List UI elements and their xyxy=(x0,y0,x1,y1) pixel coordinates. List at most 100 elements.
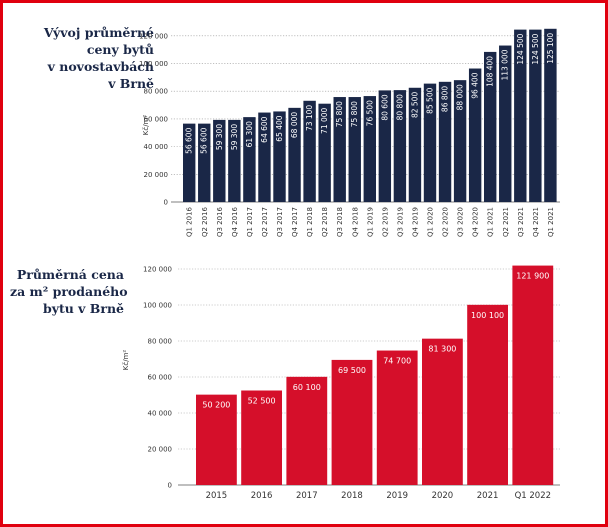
chart2-ytick-label: 40 000 xyxy=(148,410,173,418)
chart2-ytick-label: 0 xyxy=(168,482,172,490)
chart1-bar xyxy=(438,81,452,202)
chart1-bar xyxy=(529,29,542,202)
chart1-category-label: Q2 2018 xyxy=(321,207,329,237)
chart2-category-label: 2017 xyxy=(296,491,318,501)
chart1-bar xyxy=(484,51,497,203)
chart1-data-label: 86 800 xyxy=(441,86,450,112)
chart1-data-label: 80 600 xyxy=(380,94,389,120)
chart1-data-label: 88 000 xyxy=(456,84,465,110)
chart1-bar xyxy=(468,68,482,203)
chart1-bar xyxy=(273,111,286,202)
chart1-ytick-label: 80 000 xyxy=(144,88,169,96)
chart2-bar xyxy=(241,390,282,485)
chart2-title-line: Průměrná cena xyxy=(16,267,124,282)
chart1-data-label: 56 600 xyxy=(200,127,209,153)
chart1-data-label: 75 800 xyxy=(350,101,359,127)
chart1-bar xyxy=(183,123,196,202)
chart1-bar xyxy=(499,45,512,203)
chart2-data-label: 121 900 xyxy=(516,272,549,281)
chart1-data-label: 82 500 xyxy=(410,92,419,118)
chart2-bar xyxy=(422,338,463,485)
chart2-bar xyxy=(286,376,328,485)
chart1-bar xyxy=(258,112,271,202)
chart1-category-label: Q4 2020 xyxy=(472,207,480,237)
chart2-bar xyxy=(196,394,237,485)
chart1-data-label: 125 100 xyxy=(546,33,555,64)
chart1-ytick-label: 60 000 xyxy=(144,115,169,123)
chart1-data-label: 73 100 xyxy=(305,105,314,131)
chart1-data-label: 85 500 xyxy=(426,87,435,113)
chart2-bar xyxy=(376,350,418,485)
chart1-category-label: Q4 2018 xyxy=(351,207,359,237)
chart1-bar xyxy=(423,83,437,202)
chart2-ytick-label: 120 000 xyxy=(143,266,172,274)
chart1-data-label: 96 400 xyxy=(471,72,480,98)
chart1-category-label: Q1 2018 xyxy=(306,207,314,237)
chart1-ytick-label: 40 000 xyxy=(144,143,169,151)
chart1-category-label: Q3 2016 xyxy=(216,206,224,237)
chart1-category-label: Q2 2017 xyxy=(261,207,269,237)
chart2-data-label: 100 100 xyxy=(471,311,504,320)
chart1-category-label: Q1 2016 xyxy=(186,206,194,237)
chart1-data-label: 75 800 xyxy=(335,101,344,127)
chart1-bar xyxy=(288,107,301,202)
chart1-category-label: Q3 2020 xyxy=(457,207,465,237)
chart2-ytick-label: 80 000 xyxy=(148,338,173,346)
chart1-data-label: 108 400 xyxy=(486,56,495,87)
chart2-data-label: 50 200 xyxy=(202,401,230,410)
chart2-category-label: Q1 2022 xyxy=(515,491,551,501)
chart1-bar xyxy=(333,97,346,202)
chart2-category-label: 2018 xyxy=(341,491,363,501)
chart1-ytick-label: 20 000 xyxy=(144,171,169,179)
chart2-category-label: 2020 xyxy=(432,491,454,501)
chart2-bar xyxy=(512,265,554,485)
chart2-bar xyxy=(331,359,373,485)
chart1-data-label: 71 000 xyxy=(320,107,329,133)
chart2-title-line: za m² prodaného xyxy=(10,284,128,299)
chart1-data-label: 124 500 xyxy=(531,33,540,64)
chart1-category-label: Q4 2017 xyxy=(291,207,299,237)
chart1-data-label: 113 000 xyxy=(501,49,510,80)
chart2-ytick-label: 60 000 xyxy=(148,374,173,382)
chart1-data-label: 61 300 xyxy=(245,121,254,147)
chart1-data-label: 68 000 xyxy=(290,112,299,138)
chart1-bar xyxy=(348,97,361,202)
chart1-category-label: Q3 2019 xyxy=(396,207,404,237)
chart1-data-label: 59 300 xyxy=(215,124,224,150)
chart1-category-label: Q2 2020 xyxy=(442,207,450,237)
chart1-category-label: Q1 2021 xyxy=(547,207,555,237)
chart1-category-label: Q2 2019 xyxy=(381,207,389,237)
chart2-data-label: 52 500 xyxy=(248,397,276,406)
chart1-category-label: Q3 2017 xyxy=(276,207,284,237)
chart2-title-line: bytu v Brně xyxy=(42,301,124,316)
chart2-ylabel: Kč/m² xyxy=(122,350,130,371)
chart1-bar xyxy=(198,123,211,202)
chart1-title-line: Vývoj průměrné xyxy=(43,25,154,40)
chart1-data-label: 65 400 xyxy=(275,115,284,141)
chart1-bar xyxy=(514,29,527,202)
chart1-category-label: Q1 2019 xyxy=(366,207,374,237)
chart1-data-label: 124 500 xyxy=(516,33,525,64)
chart1-category-label: Q4 2019 xyxy=(411,207,419,237)
chart1-category-label: Q4 2021 xyxy=(532,207,540,237)
chart1-data-label: 64 600 xyxy=(260,116,269,142)
chart1-title-line: ceny bytů xyxy=(86,42,154,57)
chart1-category-label: Q4 2016 xyxy=(231,206,239,237)
chart1-bar xyxy=(303,100,316,202)
chart2-bar xyxy=(467,304,508,485)
chart1-category-label: Q1 2020 xyxy=(427,207,435,237)
chart1-title-line: v Brně xyxy=(108,76,154,91)
chart1-data-label: 80 800 xyxy=(395,94,404,120)
chart2-category-label: 2016 xyxy=(251,491,273,501)
chart2-ytick-label: 100 000 xyxy=(143,302,172,310)
chart1-bar xyxy=(408,87,422,202)
chart2-data-label: 69 500 xyxy=(338,366,366,375)
chart2-title: Průměrná cena za m² prodaného bytu v Brn… xyxy=(10,266,128,317)
chart2-ytick-label: 20 000 xyxy=(148,446,173,454)
chart2-category-label: 2021 xyxy=(477,491,499,501)
chart1-title: Vývoj průměrné ceny bytů v novostavbách … xyxy=(10,24,154,92)
chart1-bar xyxy=(393,90,407,202)
chart2-data-label: 81 300 xyxy=(428,345,456,354)
